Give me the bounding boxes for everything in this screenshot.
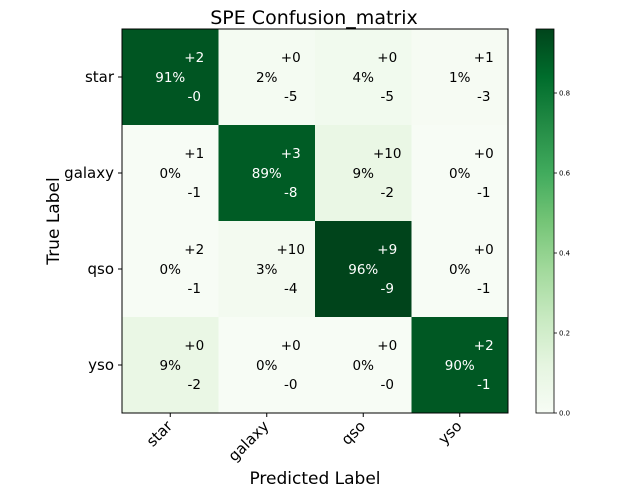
cell-minus-label: -3 xyxy=(477,89,490,105)
heatmap-cell xyxy=(218,125,316,222)
chart-title: SPE Confusion_matrix xyxy=(210,7,418,29)
cell-plus-label: +0 xyxy=(281,50,301,66)
cell-percent-label: 9% xyxy=(160,358,182,374)
cell-minus-label: -1 xyxy=(188,281,201,297)
cell-plus-label: +9 xyxy=(377,242,397,258)
cell-minus-label: -9 xyxy=(381,281,394,297)
heatmap-cell xyxy=(411,29,509,126)
cell-percent-label: 1% xyxy=(449,70,471,86)
cell-plus-label: +0 xyxy=(281,338,301,354)
cell-minus-label: -4 xyxy=(284,281,297,297)
cell-minus-label: -5 xyxy=(284,89,297,105)
y-tick-label: yso xyxy=(88,356,114,374)
cell-plus-label: +0 xyxy=(474,242,494,258)
heatmap-cells: +291%-0+02%-5+04%-5+11%-3+10%-1+389%-8+1… xyxy=(122,29,509,414)
heatmap-cell xyxy=(315,125,412,222)
colorbar-tick-label: 0.8 xyxy=(559,90,570,98)
cell-plus-label: +10 xyxy=(277,242,306,258)
cell-plus-label: +0 xyxy=(377,338,397,354)
colorbar xyxy=(535,28,555,414)
cell-minus-label: -2 xyxy=(188,377,201,393)
cell-percent-label: 0% xyxy=(353,358,375,374)
plot-frame xyxy=(121,28,509,414)
cell-percent-label: 90% xyxy=(445,358,475,374)
heatmap-cell xyxy=(122,221,219,318)
cell-percent-label: 9% xyxy=(353,166,375,182)
heatmap-cell xyxy=(218,221,316,318)
cell-plus-label: +0 xyxy=(377,50,397,66)
heatmap-cell xyxy=(315,317,412,414)
colorbar-ticks: 0.0 0.2 0.4 0.6 0.8 xyxy=(554,90,571,418)
cell-minus-label: -0 xyxy=(188,89,201,105)
y-tick-label: galaxy xyxy=(64,164,114,182)
cell-minus-label: -2 xyxy=(381,185,394,201)
x-tick-label: yso xyxy=(435,417,466,448)
heatmap-cell xyxy=(411,221,509,318)
cell-minus-label: -8 xyxy=(284,185,297,201)
cell-minus-label: -1 xyxy=(477,281,490,297)
cell-percent-label: 4% xyxy=(353,70,375,86)
heatmap-cell xyxy=(315,221,412,318)
cell-percent-label: 2% xyxy=(256,70,278,86)
cell-plus-label: +2 xyxy=(184,242,204,258)
colorbar-tick-label: 0.6 xyxy=(559,170,571,178)
x-tick-label: galaxy xyxy=(225,417,273,465)
heatmap-cell xyxy=(122,317,219,414)
cell-percent-label: 0% xyxy=(160,166,182,182)
cell-percent-label: 91% xyxy=(155,70,185,86)
heatmap-cell xyxy=(122,125,219,222)
cell-plus-label: +0 xyxy=(474,146,494,162)
heatmap-cell xyxy=(218,317,316,414)
cell-percent-label: 0% xyxy=(160,262,182,278)
cell-percent-label: 0% xyxy=(449,166,471,182)
colorbar-tick-label: 0.0 xyxy=(559,410,570,418)
cell-percent-label: 0% xyxy=(256,358,278,374)
cell-minus-label: -1 xyxy=(477,377,490,393)
x-tick-label: qso xyxy=(338,417,369,448)
cell-plus-label: +2 xyxy=(184,50,204,66)
heatmap-cell xyxy=(218,29,316,126)
y-axis-ticks: star galaxy qso yso xyxy=(64,68,122,374)
cell-plus-label: +2 xyxy=(474,338,494,354)
cell-plus-label: +10 xyxy=(373,146,402,162)
cell-percent-label: 0% xyxy=(449,262,471,278)
cell-minus-label: -0 xyxy=(284,377,297,393)
heatmap-cell xyxy=(411,125,509,222)
cell-minus-label: -0 xyxy=(381,377,394,393)
cell-minus-label: -5 xyxy=(381,89,394,105)
y-tick-label: star xyxy=(85,68,115,86)
cell-minus-label: -1 xyxy=(188,185,201,201)
colorbar-tick-label: 0.2 xyxy=(559,330,570,338)
cell-percent-label: 96% xyxy=(348,262,378,278)
x-axis-label: Predicted Label xyxy=(249,469,380,489)
heatmap-cell xyxy=(122,29,219,126)
colorbar-tick-label: 0.4 xyxy=(559,250,571,258)
cell-plus-label: +1 xyxy=(184,146,204,162)
cell-plus-label: +0 xyxy=(184,338,204,354)
cell-percent-label: 89% xyxy=(252,166,282,182)
cell-percent-label: 3% xyxy=(256,262,278,278)
x-tick-label: star xyxy=(143,417,177,451)
heatmap-cell xyxy=(315,29,412,126)
cell-plus-label: +1 xyxy=(474,50,494,66)
y-axis-label: True Label xyxy=(44,177,64,265)
cell-minus-label: -1 xyxy=(477,185,490,201)
heatmap-cell xyxy=(411,317,509,414)
y-tick-label: qso xyxy=(87,260,114,278)
cell-plus-label: +3 xyxy=(281,146,301,162)
x-axis-ticks: star galaxy qso yso xyxy=(143,413,466,465)
